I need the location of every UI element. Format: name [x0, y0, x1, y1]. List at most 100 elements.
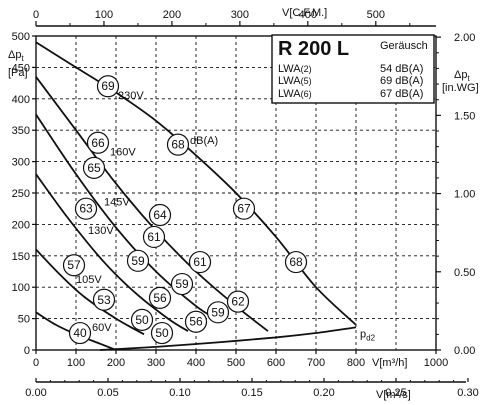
noise-bubble: 59	[126, 249, 150, 272]
curve-2	[35, 113, 217, 320]
left-tick-label: 50	[18, 314, 30, 326]
noise-bubble-circle	[150, 321, 174, 345]
right-tick-label: 1.50	[454, 110, 475, 122]
top-axis-title: V[C.F.M.]	[282, 7, 327, 19]
curve-label: dB(A)	[190, 135, 218, 147]
noise-bubble-value: 64	[153, 208, 167, 222]
info-box: R 200 L Geräusch LWA(2) 54 dB(A) LWA(5) …	[271, 34, 435, 104]
bottom-tick-label: 400	[187, 357, 205, 369]
noise-bubble-circle	[206, 301, 230, 324]
noise-bubble-circle	[96, 75, 120, 98]
right-tick-label: 1.00	[454, 189, 475, 201]
bottom-secondary-axis-title: V[m³/s]	[376, 389, 411, 401]
noise-bubble-circle	[62, 254, 86, 277]
noise-bubble-circle	[232, 197, 256, 220]
noise-bubble-circle	[166, 133, 190, 156]
bottom-secondary-tick-label: 0.25	[385, 387, 406, 399]
left-tick-label: 450	[12, 62, 30, 74]
left-axis-unit: [Pa]	[8, 67, 28, 79]
lwa6-value: 67 dB(A)	[380, 88, 423, 100]
noise-header: Geräusch	[380, 40, 428, 52]
top-tick-label: 0	[33, 9, 39, 21]
bottom-tick-label: 200	[107, 357, 125, 369]
noise-bubble: 50	[130, 308, 154, 331]
noise-bubble: 62	[226, 290, 250, 313]
left-axis-title: Δpt	[8, 49, 24, 63]
bottom-axis-title: V[m³/h]	[372, 357, 407, 369]
top-tick-label: 400	[299, 9, 317, 21]
lwa2-value: 54 dB(A)	[380, 63, 423, 75]
curve-label: 60V	[92, 322, 112, 334]
curve-label: 160V	[110, 146, 136, 158]
noise-bubble: 57	[62, 254, 86, 277]
noise-bubble-circle	[284, 250, 308, 274]
noise-bubble-circle	[74, 197, 98, 220]
bottom-secondary-tick-label: 0.05	[97, 387, 118, 399]
noise-bubble-value: 66	[91, 136, 105, 150]
curve-label: pd2	[360, 328, 376, 342]
noise-bubble-circle	[188, 250, 212, 274]
noise-bubble: 61	[188, 250, 212, 274]
top-tick-label: 500	[367, 9, 385, 21]
left-tick-label: 400	[12, 94, 30, 106]
noise-bubble-value: 68	[289, 255, 303, 269]
lwa5-label: LWA(5)	[278, 75, 312, 87]
noise-bubble: 53	[92, 288, 116, 311]
bottom-tick-label: 800	[347, 357, 365, 369]
left-tick-label: 350	[12, 125, 30, 137]
curve-4	[35, 248, 145, 336]
noise-bubble: 61	[142, 225, 166, 249]
right-axis-title: Δpt	[454, 69, 470, 83]
noise-bubble-value: 65	[87, 161, 101, 175]
bottom-tick-label: 300	[147, 357, 165, 369]
noise-bubble-value: 59	[131, 254, 145, 268]
bottom-secondary-tick-label: 0.20	[313, 387, 334, 399]
noise-bubble-value: 56	[189, 315, 203, 329]
noise-bubble-value: 67	[237, 202, 251, 216]
bottom-tick-label: 500	[227, 357, 245, 369]
noise-bubble-circle	[226, 290, 250, 313]
noise-bubble-circle	[86, 131, 110, 154]
left-tick-label: 500	[12, 31, 30, 43]
noise-bubble-value: 59	[211, 305, 225, 319]
curve-6	[99, 326, 357, 351]
bottom-tick-label: 100	[67, 357, 85, 369]
left-tick-label: 300	[12, 157, 30, 169]
bottom-tick-label: 700	[307, 357, 325, 369]
bottom-tick-label: 0	[33, 357, 39, 369]
noise-bubble-value: 61	[193, 255, 207, 269]
lwa6-label: LWA(6)	[278, 88, 312, 100]
curve-0	[35, 41, 357, 326]
noise-bubble-value: 40	[73, 326, 87, 340]
curve-label: 230V	[118, 90, 144, 102]
noise-bubble-value: 61	[147, 230, 161, 244]
noise-bubble: 66	[86, 131, 110, 154]
noise-bubble-value: 62	[231, 295, 245, 309]
noise-bubble: 67	[232, 197, 256, 220]
right-tick-label: 0.00	[454, 345, 475, 357]
noise-bubble-value: 69	[101, 79, 115, 93]
top-tick-label: 200	[163, 9, 181, 21]
noise-bubble-circle	[148, 286, 172, 309]
noise-bubble-value: 50	[155, 326, 169, 340]
noise-bubble: 59	[170, 272, 194, 296]
curve-label: 145V	[104, 197, 130, 209]
noise-bubble: 63	[74, 197, 98, 220]
noise-bubble-circle	[130, 308, 154, 331]
noise-bubble-value: 59	[175, 277, 189, 291]
left-tick-label: 250	[12, 188, 30, 200]
left-tick-label: 100	[12, 282, 30, 294]
noise-bubble: 56	[184, 310, 208, 333]
right-tick-label: 0.50	[454, 267, 475, 279]
right-axis-unit: [in.WG]	[442, 82, 479, 94]
left-tick-label: 200	[12, 219, 30, 231]
noise-bubble-value: 63	[79, 202, 93, 216]
noise-bubble-value: 56	[153, 291, 167, 305]
noise-bubble-circle	[148, 203, 172, 227]
bottom-secondary-tick-label: 0.00	[25, 387, 46, 399]
curve-label: 105V	[76, 274, 102, 286]
noise-bubble-value: 53	[97, 293, 111, 307]
noise-bubble: 68	[284, 250, 308, 274]
bottom-tick-label: 600	[267, 357, 285, 369]
